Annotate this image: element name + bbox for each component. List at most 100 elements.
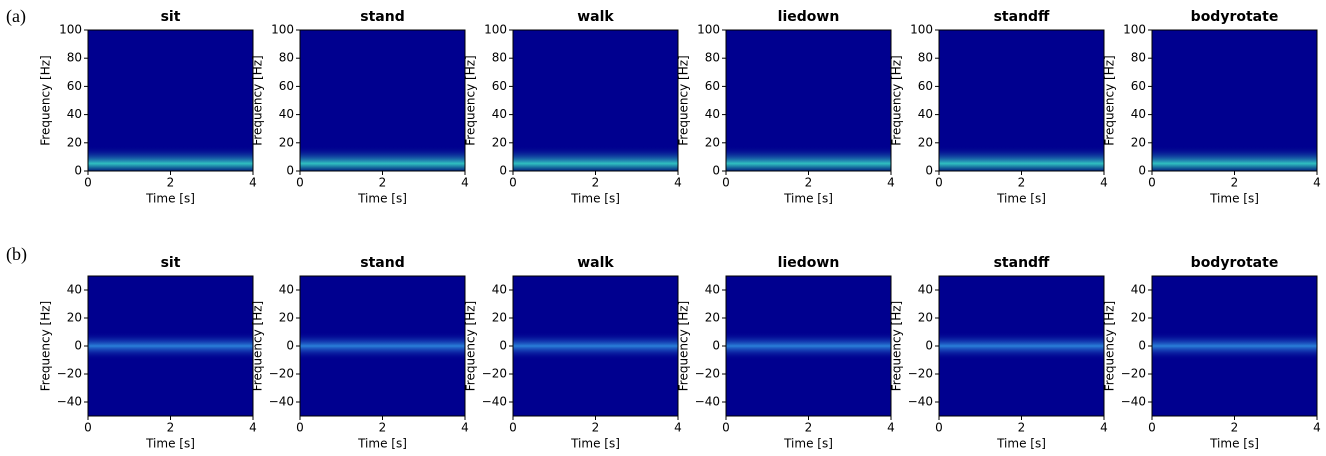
y-axis-label: Frequency [Hz] [251,301,265,392]
y-tick-label: 20 [918,311,933,325]
y-axis-label: Frequency [Hz] [39,55,53,146]
subplot-title: bodyrotate [1191,9,1279,25]
y-tick-label: 0 [499,164,507,178]
x-tick-label: 2 [1231,176,1239,190]
x-tick-label: 2 [167,176,175,190]
x-tick-label: 4 [887,421,895,435]
y-tick-label: 0 [499,339,507,353]
y-tick-label: −20 [269,367,294,381]
x-tick-label: 0 [1148,176,1156,190]
y-tick-label: 0 [712,339,720,353]
subplot-title: sit [161,255,181,271]
y-tick-label: 40 [1131,107,1146,121]
y-tick-label: 0 [712,164,720,178]
x-tick-label: 4 [1313,421,1321,435]
y-tick-label: 0 [286,164,294,178]
spectrogram-band [300,332,465,360]
y-tick-label: 20 [67,135,82,149]
spectrogram-band [1152,146,1317,171]
x-tick-label: 0 [935,176,943,190]
y-axis-label: Frequency [Hz] [677,301,691,392]
y-tick-label: 20 [67,311,82,325]
y-tick-label: −20 [482,367,507,381]
y-tick-label: 40 [279,283,294,297]
x-tick-label: 4 [674,176,682,190]
spectrogram-band [939,146,1104,171]
y-axis-label: Frequency [Hz] [464,55,478,146]
y-axis-label: Frequency [Hz] [890,301,904,392]
x-axis-label: Time [s] [1209,192,1259,206]
subplot-title: liedown [778,255,840,271]
x-tick-label: 2 [805,176,813,190]
subplot-title: standff [994,255,1050,271]
x-tick-label: 4 [249,176,257,190]
y-tick-label: 20 [705,135,720,149]
spectrogram-band [513,332,678,360]
y-tick-label: −20 [908,367,933,381]
y-tick-label: −40 [695,395,720,409]
y-tick-label: 0 [925,339,933,353]
y-tick-label: 40 [918,283,933,297]
subplot-title: stand [360,255,404,271]
x-tick-label: 4 [461,176,469,190]
y-axis-label: Frequency [Hz] [677,55,691,146]
x-tick-label: 4 [887,176,895,190]
y-tick-label: −20 [1121,367,1146,381]
x-tick-label: 4 [1100,176,1108,190]
y-axis-label: Frequency [Hz] [251,55,265,146]
y-tick-label: 100 [910,23,933,37]
y-tick-label: 0 [286,339,294,353]
x-tick-label: 0 [84,421,92,435]
y-tick-label: 100 [697,23,720,37]
x-tick-label: 2 [592,176,600,190]
y-axis-label: Frequency [Hz] [1103,301,1117,392]
x-axis-label: Time [s] [145,437,195,451]
x-tick-label: 2 [1018,176,1026,190]
y-tick-label: −40 [1121,395,1146,409]
x-tick-label: 4 [1313,176,1321,190]
x-tick-label: 4 [461,421,469,435]
y-axis-label: Frequency [Hz] [464,301,478,392]
y-tick-label: 40 [492,107,507,121]
y-tick-label: 0 [925,164,933,178]
y-tick-label: 80 [492,51,507,65]
x-tick-label: 4 [249,421,257,435]
x-tick-label: 0 [296,176,304,190]
x-tick-label: 0 [722,421,730,435]
y-tick-label: 40 [1131,283,1146,297]
y-tick-label: 60 [705,79,720,93]
y-tick-label: −40 [908,395,933,409]
x-tick-label: 0 [84,176,92,190]
y-tick-label: 20 [1131,311,1146,325]
x-axis-label: Time [s] [1209,437,1259,451]
y-tick-label: 40 [279,107,294,121]
x-tick-label: 2 [379,421,387,435]
x-axis-label: Time [s] [783,192,833,206]
y-tick-label: 80 [918,51,933,65]
y-tick-label: 40 [918,107,933,121]
subplot-title: stand [360,9,404,25]
y-tick-label: 20 [492,311,507,325]
x-tick-label: 0 [509,176,517,190]
y-tick-label: −40 [269,395,294,409]
spectrogram-band [88,332,253,360]
x-tick-label: 0 [509,421,517,435]
subplot-title: walk [577,9,614,25]
subplot-title: sit [161,9,181,25]
y-tick-label: 100 [59,23,82,37]
y-tick-label: 20 [279,311,294,325]
subplot-title: standff [994,9,1050,25]
y-tick-label: 20 [918,135,933,149]
y-tick-label: 40 [705,107,720,121]
y-tick-label: 40 [492,283,507,297]
y-tick-label: 20 [1131,135,1146,149]
spectrogram-band [88,146,253,171]
x-tick-label: 0 [296,421,304,435]
y-tick-label: 80 [279,51,294,65]
y-tick-label: 80 [705,51,720,65]
subplot-title: bodyrotate [1191,255,1279,271]
y-tick-label: 20 [279,135,294,149]
y-tick-label: 0 [74,164,82,178]
x-axis-label: Time [s] [145,192,195,206]
y-tick-label: 0 [74,339,82,353]
